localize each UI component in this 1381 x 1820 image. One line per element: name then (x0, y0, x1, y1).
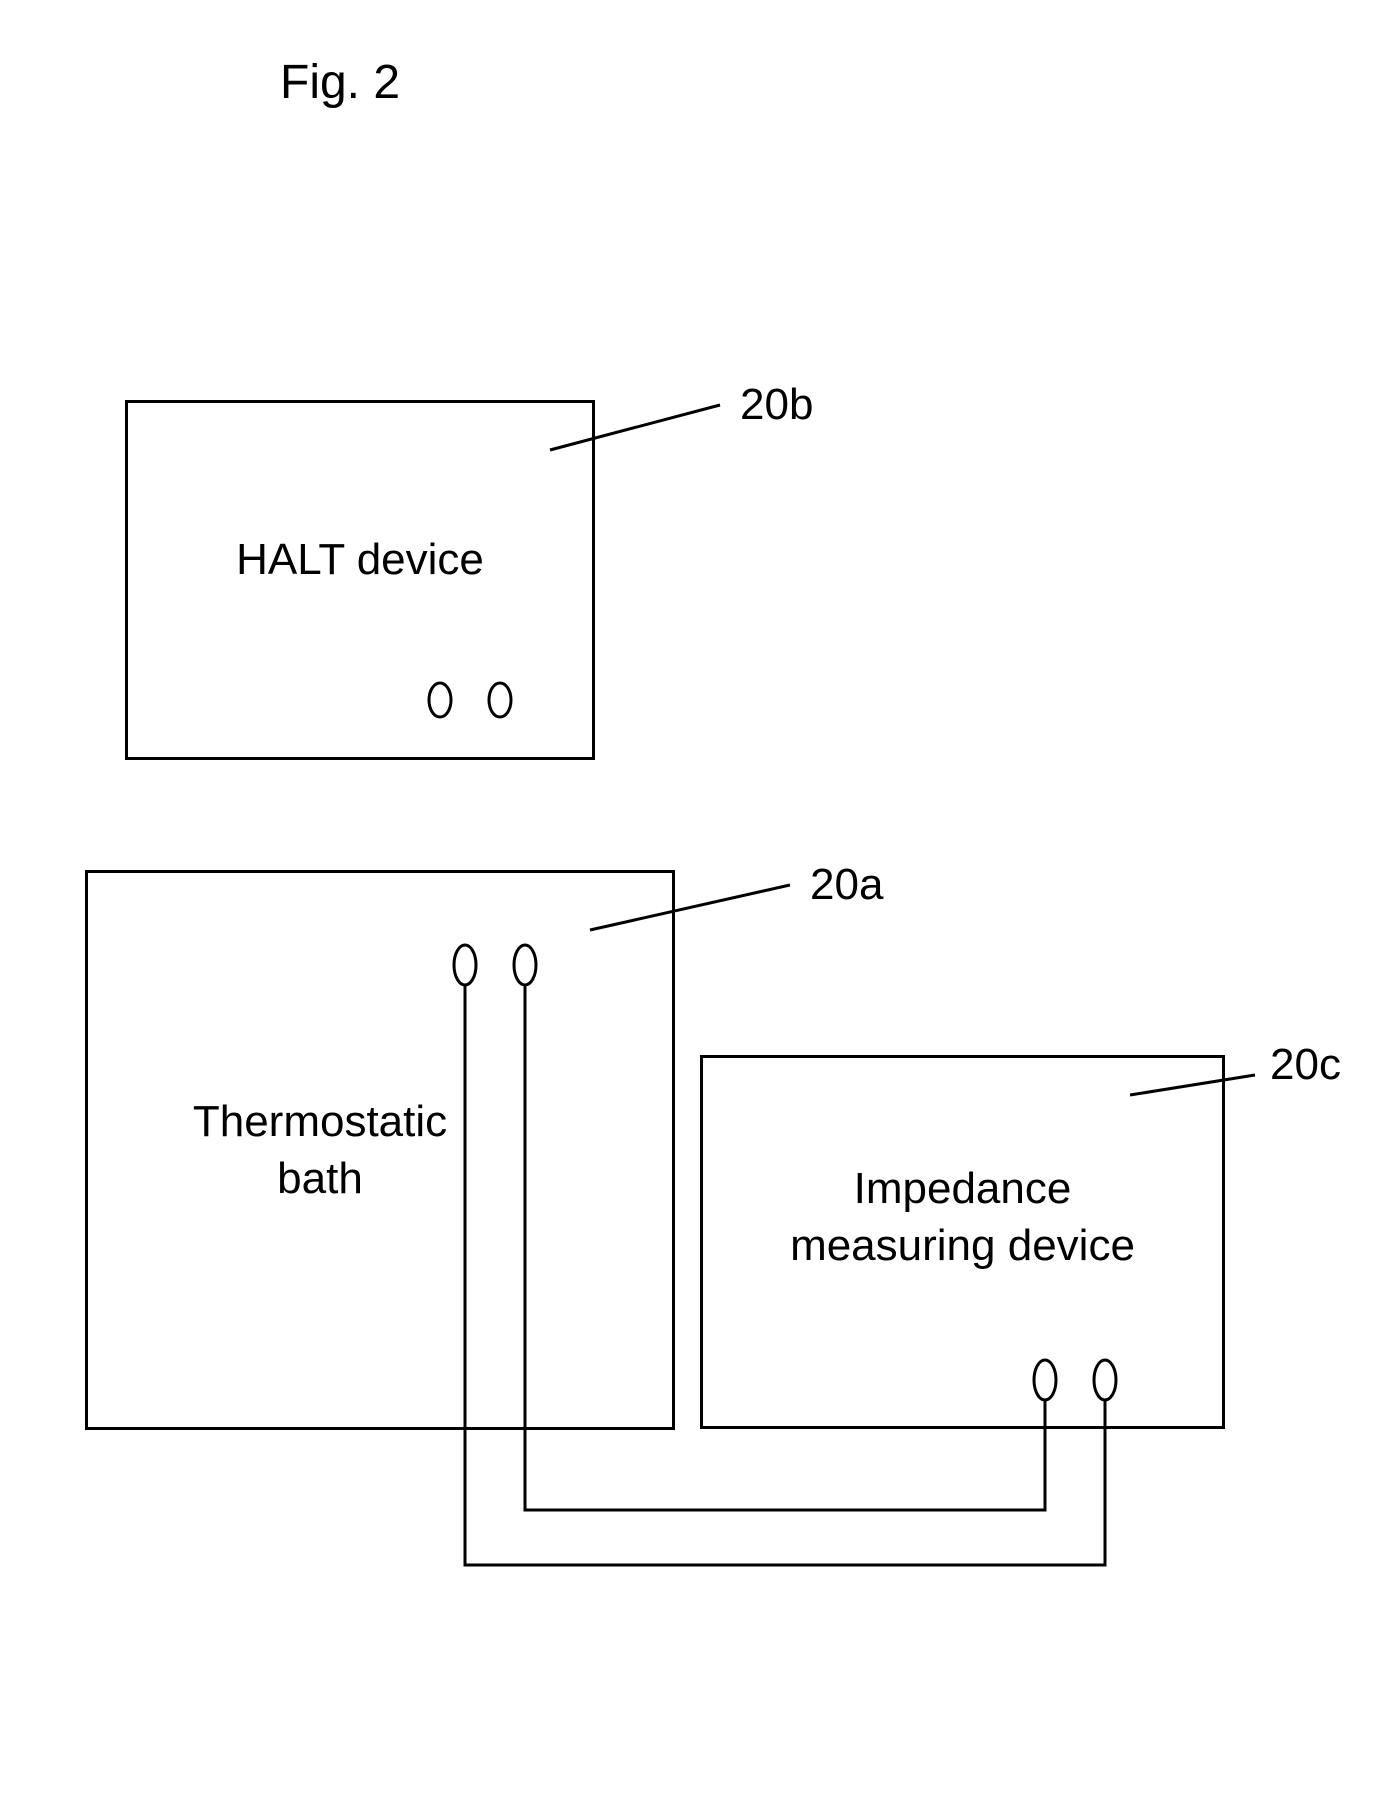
impedance-device-label: Impedance measuring device (790, 1160, 1135, 1274)
halt-ref-label: 20b (740, 380, 813, 430)
impedance-device-box: Impedance measuring device (700, 1055, 1225, 1429)
thermostatic-bath-box: Thermostatic bath (85, 870, 675, 1430)
figure-title: Fig. 2 (280, 55, 400, 110)
halt-device-box: HALT device (125, 400, 595, 760)
thermostatic-bath-label: Thermostatic bath (193, 1093, 447, 1207)
thermo-ref-label: 20a (810, 860, 883, 910)
imp-ref-label: 20c (1270, 1040, 1341, 1090)
halt-device-label: HALT device (236, 531, 484, 588)
